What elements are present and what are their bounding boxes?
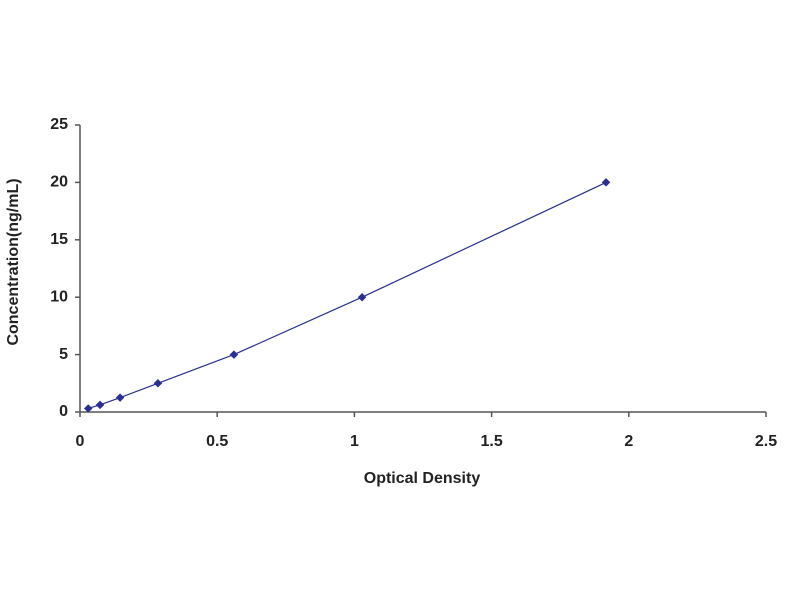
marker — [601, 178, 611, 187]
curve — [88, 181, 607, 410]
x-tick-label: 1.5 — [480, 433, 502, 450]
marker — [95, 400, 105, 410]
marker — [153, 379, 163, 388]
marker — [357, 292, 367, 302]
x-axis-label: Optical Density — [364, 470, 481, 487]
marker — [229, 350, 239, 359]
x-tick-label: 2.5 — [755, 433, 777, 450]
x-tick-label: 0 — [76, 433, 85, 450]
x-tick-label: 1 — [350, 433, 359, 450]
x-tick-label: 0.5 — [206, 433, 228, 450]
y-tick-label: 15 — [50, 231, 68, 248]
marker — [83, 404, 93, 413]
marker — [115, 393, 125, 402]
y-axis-label: Concentration(ng/mL) — [5, 178, 22, 345]
y-tick-label: 0 — [59, 403, 68, 420]
y-tick-label: 10 — [50, 288, 68, 305]
y-tick-label: 20 — [50, 174, 68, 191]
y-tick-label: 5 — [59, 346, 68, 363]
x-tick-label: 2 — [624, 433, 633, 450]
y-tick-label: 25 — [50, 116, 68, 133]
